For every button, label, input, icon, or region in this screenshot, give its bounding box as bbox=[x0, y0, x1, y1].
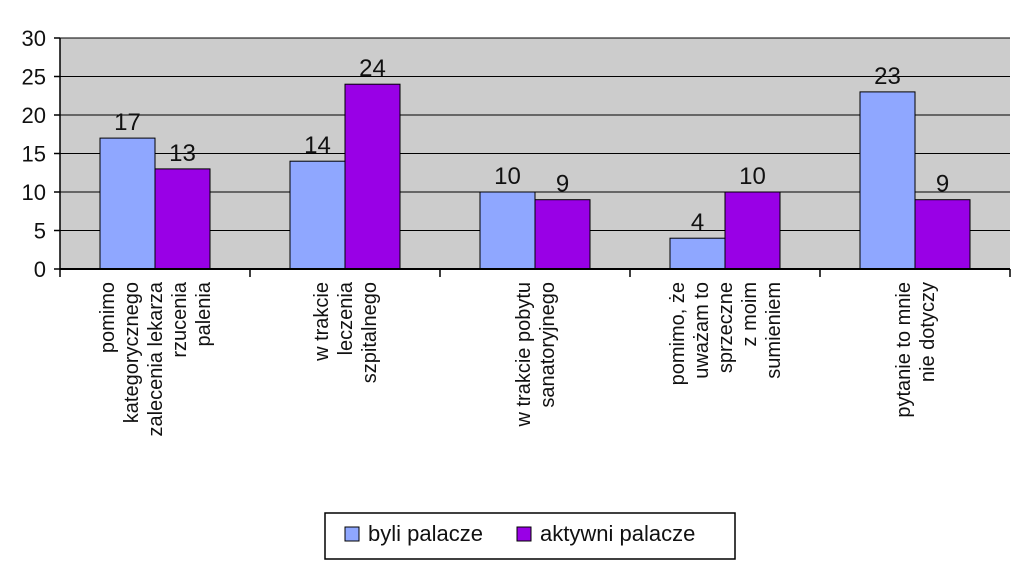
category-label-line: sanatoryjnego bbox=[537, 282, 559, 408]
category-label-1: pomimo kategorycznego zalecenia lekarza rzu… bbox=[97, 281, 215, 436]
bar-aktywni-palacze-4 bbox=[724, 191, 781, 270]
category-label-line: sprzeczne bbox=[715, 282, 737, 373]
bar-byli-palacze-2 bbox=[289, 160, 346, 270]
data-label: 24 bbox=[359, 55, 386, 82]
bar-aktywni-palacze-5 bbox=[914, 199, 971, 270]
data-label: 13 bbox=[169, 140, 196, 167]
category-labels: pomimo kategorycznego zalecenia lekarza rzu… bbox=[97, 281, 939, 436]
legend-swatch-aktywni-palacze bbox=[516, 526, 532, 542]
data-label: 4 bbox=[691, 209, 704, 236]
y-tick-label: 30 bbox=[22, 26, 46, 51]
bar-byli-palacze-1 bbox=[99, 137, 156, 270]
y-tick-label: 5 bbox=[34, 219, 46, 244]
data-label: 23 bbox=[874, 63, 901, 90]
data-label: 9 bbox=[936, 171, 949, 198]
category-label-5: pytanie to mnie nie dotyczy bbox=[893, 282, 939, 418]
category-label-line: kategorycznego bbox=[121, 282, 143, 423]
bar-byli-palacze-4 bbox=[669, 237, 726, 270]
category-label-3: w trakcie pobytu sanatoryjnego bbox=[513, 282, 559, 428]
legend-label-byli-palacze: byli palacze bbox=[368, 521, 483, 546]
legend-label-aktywni-palacze: aktywni palacze bbox=[540, 521, 695, 546]
category-label-line: z moim bbox=[739, 282, 761, 346]
category-label-line: nie dotyczy bbox=[917, 282, 939, 382]
data-label: 14 bbox=[304, 132, 331, 159]
category-label-line: sumieniem bbox=[763, 282, 785, 379]
category-label-4: pomimo, że uważam to sprzeczne z moim sumien… bbox=[667, 282, 785, 385]
y-tick-label: 0 bbox=[34, 257, 46, 282]
category-label-line: pytanie to mnie bbox=[893, 282, 915, 418]
y-tick-label: 15 bbox=[22, 142, 46, 167]
bar-aktywni-palacze-1 bbox=[154, 168, 211, 270]
legend: byli palacze aktywni palacze bbox=[324, 512, 736, 560]
bar-byli-palacze-3 bbox=[479, 191, 536, 270]
legend-swatch-byli-palacze bbox=[344, 526, 360, 542]
y-tick-label: 20 bbox=[22, 103, 46, 128]
bar-aktywni-palacze-3 bbox=[534, 199, 591, 270]
category-label-line: szpitalnego bbox=[359, 282, 381, 383]
category-label-line: w trakcie bbox=[311, 282, 333, 362]
axes bbox=[54, 37, 1011, 277]
data-label: 10 bbox=[494, 163, 521, 190]
bar-aktywni-palacze-2 bbox=[344, 83, 401, 270]
data-labels: 17 13 14 24 10 9 4 10 23 9 bbox=[114, 55, 949, 236]
data-label: 9 bbox=[556, 171, 569, 198]
data-label: 17 bbox=[114, 109, 141, 136]
category-label-line: uważam to bbox=[691, 282, 713, 379]
data-label: 10 bbox=[739, 163, 766, 190]
y-tick-label: 10 bbox=[22, 180, 46, 205]
category-label-line: leczenia bbox=[335, 281, 357, 355]
y-tick-label: 25 bbox=[22, 65, 46, 90]
category-label-line: pomimo bbox=[97, 282, 119, 353]
category-label-line: w trakcie pobytu bbox=[513, 282, 535, 428]
category-label-line: pomimo, że bbox=[667, 282, 689, 385]
category-label-line: zalecenia lekarza bbox=[145, 281, 167, 436]
y-tick-labels: 0 5 10 15 20 25 30 bbox=[22, 26, 46, 282]
category-label-2: w trakcie leczenia szpitalnego bbox=[311, 281, 381, 383]
bars bbox=[99, 83, 971, 270]
bar-byli-palacze-5 bbox=[859, 91, 916, 270]
category-label-line: palenia bbox=[193, 281, 215, 346]
category-label-line: rzucenia bbox=[169, 281, 191, 357]
